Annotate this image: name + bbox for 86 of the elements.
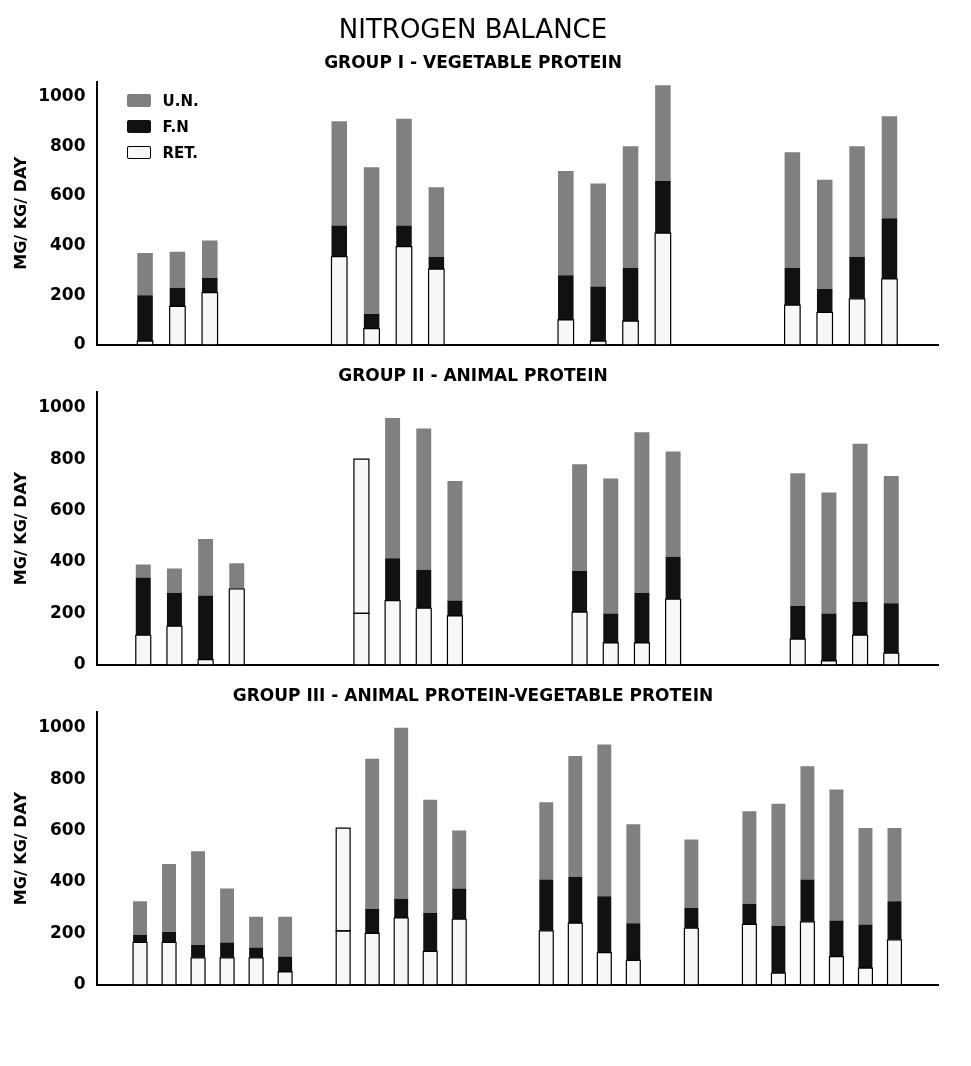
bar — [883, 475, 899, 604]
bar — [622, 146, 639, 268]
bar — [135, 564, 151, 578]
chart-title: GROUP II - ANIMAL PROTEIN — [338, 364, 608, 385]
bar — [249, 916, 264, 948]
bar — [665, 451, 681, 557]
bar — [603, 478, 619, 614]
y-tick-label: 600 — [50, 819, 86, 840]
bar — [568, 756, 583, 877]
bar — [452, 830, 467, 889]
bar — [166, 568, 182, 593]
bar — [191, 851, 206, 945]
chart-title: GROUP III - ANIMAL PROTEIN-VEGETABLE PROTEIN — [232, 684, 714, 705]
bar — [784, 152, 801, 268]
y-axis-title: MG/ KG/ DAY — [10, 791, 30, 906]
y-tick-label: 1000 — [38, 716, 86, 737]
bar — [133, 934, 147, 943]
y-tick-label: 400 — [50, 233, 86, 254]
bar — [137, 252, 153, 296]
bar — [396, 118, 412, 226]
y-tick-label: 0 — [73, 973, 86, 994]
y-tick-label: 1000 — [38, 84, 86, 105]
bar — [887, 828, 902, 902]
legend-label: U.N. — [162, 91, 199, 110]
bar — [800, 766, 815, 880]
bar — [852, 443, 868, 602]
bar — [202, 277, 218, 293]
bar — [447, 481, 463, 601]
bar — [220, 888, 235, 943]
bar — [331, 121, 348, 226]
bar — [363, 167, 380, 314]
bar — [133, 901, 147, 935]
bar — [278, 916, 293, 957]
bar — [162, 864, 177, 933]
y-tick-label: 400 — [50, 550, 86, 571]
bar — [655, 85, 671, 181]
bar — [849, 146, 865, 257]
y-tick-label: 800 — [50, 134, 86, 155]
bar — [881, 116, 898, 219]
bar — [365, 758, 380, 909]
bar — [394, 898, 409, 918]
bar — [590, 286, 606, 342]
y-axis-title: MG/ KG/ DAY — [10, 471, 30, 586]
bar — [137, 295, 153, 342]
bar — [684, 839, 699, 908]
bar — [597, 744, 612, 897]
y-tick-label: 200 — [50, 283, 86, 304]
bar — [162, 932, 177, 943]
bar — [202, 240, 218, 278]
y-tick-label: 200 — [50, 921, 86, 942]
y-tick-label: 400 — [50, 870, 86, 891]
chart-subtitle: GROUP I - VEGETABLE PROTEIN — [324, 51, 622, 72]
y-tick-label: 800 — [50, 767, 86, 788]
y-tick-label: 200 — [50, 601, 86, 622]
y-tick-label: 600 — [50, 499, 86, 520]
bar — [558, 170, 574, 276]
y-tick-label: 600 — [50, 184, 86, 205]
legend-label: RET. — [162, 143, 198, 162]
bar — [858, 828, 873, 925]
bar — [396, 225, 412, 247]
bar — [385, 418, 401, 559]
bar — [771, 803, 786, 926]
bar — [634, 432, 650, 593]
bar — [590, 183, 606, 287]
bar — [428, 187, 445, 257]
bar — [416, 428, 432, 570]
bar — [572, 464, 588, 571]
y-axis-title: MG/ KG/ DAY — [10, 156, 30, 270]
bar — [169, 251, 186, 288]
y-tick-label: 0 — [73, 333, 86, 354]
y-tick-label: 0 — [73, 653, 86, 674]
bar — [821, 613, 837, 661]
bar — [821, 492, 837, 614]
y-tick-label: 800 — [50, 447, 86, 468]
bar — [816, 179, 833, 289]
bar — [790, 473, 806, 606]
bar — [539, 802, 554, 880]
chart-title: NITROGEN BALANCE — [338, 14, 608, 45]
y-tick-label: 1000 — [38, 396, 86, 417]
bar — [394, 727, 409, 899]
bar — [423, 799, 438, 913]
bar — [198, 538, 214, 596]
bar — [626, 824, 641, 924]
legend-label: F.N — [162, 117, 189, 136]
bar — [829, 789, 844, 921]
bar — [742, 811, 757, 904]
